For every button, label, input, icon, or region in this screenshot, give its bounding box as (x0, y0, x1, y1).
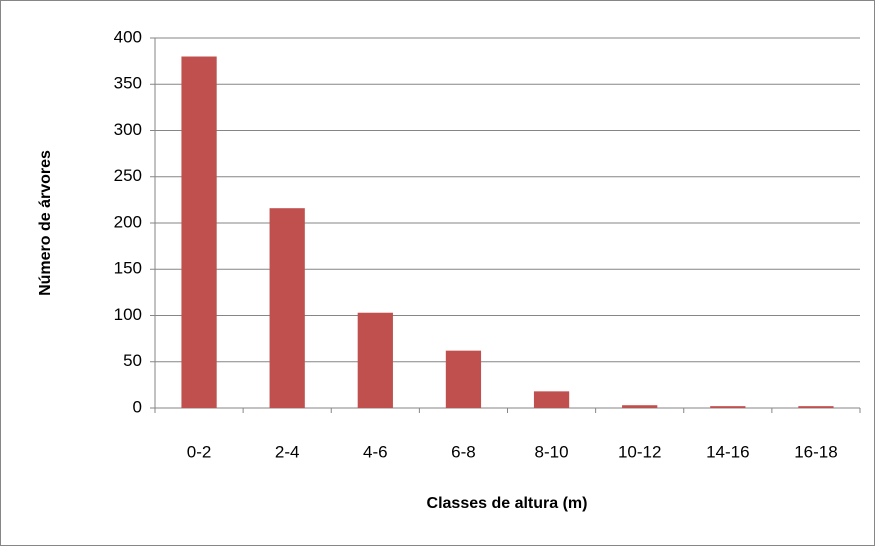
x-tick-label: 8-10 (535, 442, 569, 461)
bar (269, 208, 305, 408)
y-tick-label: 250 (114, 166, 142, 185)
bar (533, 391, 570, 408)
bar (798, 406, 834, 408)
y-axis-title: Número de árvores (37, 150, 54, 296)
x-tick-label: 2-4 (275, 442, 300, 461)
y-tick-label: 150 (114, 259, 142, 278)
bar (622, 405, 658, 408)
x-tick-label: 16-18 (794, 442, 837, 461)
bar (445, 350, 482, 408)
y-tick-label: 300 (114, 120, 142, 139)
y-tick-label: 0 (133, 397, 142, 416)
y-tick-label: 400 (114, 27, 142, 46)
bar (181, 56, 217, 408)
x-tick-label: 14-16 (706, 442, 749, 461)
x-tick-label: 0-2 (187, 442, 212, 461)
x-tick-label: 6-8 (451, 442, 476, 461)
y-tick-label: 200 (114, 212, 142, 231)
x-axis-title: Classes de altura (m) (427, 495, 588, 512)
y-tick-label: 350 (114, 74, 142, 93)
y-tick-label: 50 (123, 351, 142, 370)
bar (710, 406, 746, 408)
x-tick-label: 10-12 (618, 442, 661, 461)
x-tick-label: 4-6 (363, 442, 388, 461)
y-tick-label: 100 (114, 305, 142, 324)
bar (357, 312, 393, 408)
